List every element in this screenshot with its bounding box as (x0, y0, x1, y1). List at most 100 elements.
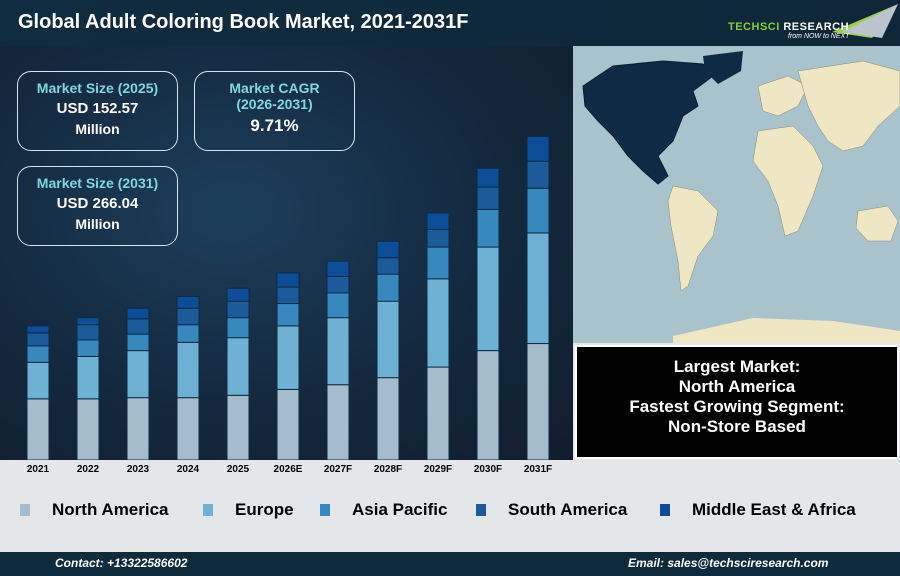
bar-segment-asia-pacific-2021 (26, 345, 50, 363)
bar-segment-middle-east-africa-2024 (176, 295, 200, 309)
contact-email[interactable]: Email: sales@techsciresearch.com (628, 556, 829, 570)
kpi-value: 9.71% (250, 116, 299, 135)
legend-swatch (320, 504, 330, 516)
legend-label: North America (52, 500, 169, 519)
bar-segment-north-america-2027F (326, 384, 350, 461)
bar-segment-south-america-2022 (76, 324, 100, 341)
legend-label: Asia Pacific (352, 500, 448, 519)
bar-segment-europe-2022 (76, 355, 100, 400)
legend-swatch (660, 504, 670, 516)
page-title: Global Adult Coloring Book Market, 2021-… (18, 11, 469, 33)
kpi-value: USD 266.04 (56, 195, 139, 212)
bar-segment-north-america-2030F (476, 350, 500, 461)
bar-segment-europe-2027F (326, 317, 350, 386)
bar-segment-europe-2029F (426, 278, 450, 368)
map-asia (797, 60, 900, 152)
bar-segment-north-america-2022 (76, 398, 100, 461)
chart-area: Market Size (2025) USD 152.57 Million Ma… (0, 46, 573, 461)
bar-segment-europe-2025 (226, 337, 250, 396)
map-greenland (703, 51, 743, 84)
bar-segment-europe-2030F (476, 246, 500, 352)
kpi-market-size-2031: Market Size (2031) USD 266.04 Million (17, 166, 178, 246)
kpi-unit: Million (75, 121, 120, 137)
bar-segment-south-america-2029F (426, 228, 450, 248)
map-antarctica (673, 318, 900, 343)
chart-legend: North America Europe Asia Pacific South … (0, 500, 900, 524)
bar-segment-asia-pacific-2029F (426, 246, 450, 280)
bar-segment-asia-pacific-2030F (476, 208, 500, 248)
legend-label: Europe (235, 500, 294, 519)
legend-label: Middle East & Africa (692, 500, 856, 519)
bar-segment-north-america-2024 (176, 397, 200, 461)
bar-segment-south-america-2024 (176, 307, 200, 326)
bar-segment-europe-2028F (376, 300, 400, 379)
kpi-label: Market Size (2025) (36, 80, 159, 96)
bar-segment-asia-pacific-2031F (526, 187, 550, 234)
bar-segment-asia-pacific-2026E (276, 303, 300, 327)
bar-segment-middle-east-africa-2030F (476, 167, 500, 188)
kpi-market-size-2025: Market Size (2025) USD 152.57 Million (17, 71, 178, 151)
fastest-segment-value: Non-Store Based (668, 417, 806, 436)
bar-segment-south-america-2030F (476, 186, 500, 210)
bar-segment-europe-2031F (526, 232, 550, 345)
x-tick-label: 2025 (227, 464, 250, 475)
map-africa (752, 125, 824, 237)
x-tick-label: 2023 (127, 464, 150, 475)
x-tick-label: 2030F (474, 464, 502, 475)
bar-segment-middle-east-africa-2025 (226, 287, 250, 302)
x-tick-label: 2026E (274, 464, 303, 475)
bar-segment-europe-2023 (126, 350, 150, 399)
x-axis-band (0, 460, 573, 476)
logo-brand: TECHSCI RESEARCH (728, 21, 850, 33)
bar-segment-asia-pacific-2023 (126, 333, 150, 352)
kpi-label: Market Size (2031) (36, 175, 159, 191)
bar-segment-north-america-2023 (126, 397, 150, 461)
legend-label: South America (508, 500, 628, 519)
largest-market-label: Largest Market: (673, 357, 801, 376)
x-axis-labels: 2021 2022 2023 2024 2025 2026E 2027F 2028F 2029F… (27, 464, 552, 475)
bar-segment-north-america-2029F (426, 366, 450, 461)
map-south-america (667, 185, 719, 292)
bar-segment-europe-2024 (176, 341, 200, 399)
bar-segment-asia-pacific-2025 (226, 317, 250, 339)
techsci-logo: TECHSCI RESEARCH from NOW to NEXT (722, 4, 898, 42)
bar-segment-middle-east-africa-2021 (26, 325, 50, 334)
fastest-segment-label: Fastest Growing Segment: (629, 397, 845, 416)
world-map (573, 46, 900, 343)
bar-segment-north-america-2031F (526, 343, 550, 461)
title-bar: Global Adult Coloring Book Market, 2021-… (0, 0, 900, 46)
bar-segment-south-america-2027F (326, 275, 350, 294)
legend-swatch (203, 504, 213, 516)
highlight-box: Largest Market: North America Fastest Gr… (575, 345, 899, 459)
kpi-market-cagr: Market CAGR (2026-2031) 9.71% (194, 71, 355, 151)
bar-segment-north-america-2026E (276, 388, 300, 461)
legend-swatch (20, 504, 30, 516)
contact-phone: Contact: +13322586602 (55, 556, 188, 570)
bar-segment-south-america-2031F (526, 160, 550, 189)
bar-segment-middle-east-africa-2027F (326, 260, 350, 277)
logo-tagline: from NOW to NEXT (788, 33, 850, 40)
kpi-value: USD 152.57 (56, 100, 139, 117)
stacked-bar-chart (26, 135, 550, 461)
bar-segment-middle-east-africa-2029F (426, 212, 450, 230)
x-tick-label: 2021 (27, 464, 50, 475)
x-tick-label: 2024 (177, 464, 200, 475)
kpi-label: Market CAGR (2026-2031) (229, 80, 320, 112)
bar-segment-europe-2026E (276, 325, 300, 390)
legend-item-middle-east-africa: Middle East & Africa (660, 500, 856, 520)
bar-segment-north-america-2021 (26, 398, 50, 461)
logo-swoosh-icon (832, 4, 898, 38)
x-tick-label: 2031F (524, 464, 552, 475)
bar-segment-north-america-2025 (226, 394, 250, 461)
bar-segment-south-america-2025 (226, 300, 250, 319)
bar-segment-south-america-2023 (126, 318, 150, 335)
x-tick-label: 2027F (324, 464, 352, 475)
bar-segment-north-america-2028F (376, 377, 400, 461)
x-tick-label: 2028F (374, 464, 402, 475)
bar-segment-europe-2021 (26, 361, 50, 400)
bar-segment-middle-east-africa-2022 (76, 317, 100, 326)
x-tick-label: 2029F (424, 464, 452, 475)
footer: Contact: +13322586602 Email: sales@techs… (0, 552, 900, 576)
bar-segment-middle-east-africa-2023 (126, 307, 150, 320)
bar-segment-south-america-2028F (376, 257, 400, 275)
